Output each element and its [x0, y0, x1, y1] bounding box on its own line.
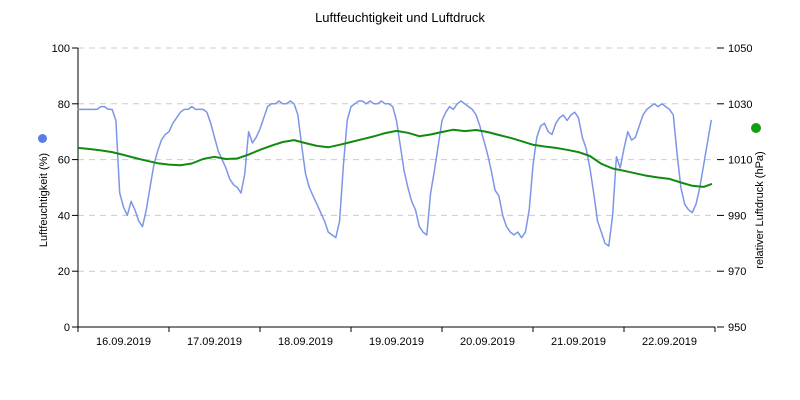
y-left-tick-label: 60	[58, 155, 70, 167]
y-left-tick-label: 20	[58, 266, 70, 278]
x-tick-label: 20.09.2019	[460, 336, 515, 348]
x-tick-label: 17.09.2019	[187, 336, 242, 348]
y-left-axis-title: Luftfeuchtigkeit (%)	[38, 152, 50, 248]
humidity-series-line[interactable]	[77, 100, 712, 247]
y-left-tick-label: 100	[52, 43, 70, 55]
pressure-legend-dot	[751, 123, 761, 133]
x-tick-label: 22.09.2019	[642, 336, 697, 348]
y-right-tick-label: 990	[728, 210, 746, 222]
y-right-tick-label: 1010	[728, 155, 752, 167]
y-left-tick-label: 0	[64, 322, 70, 334]
y-right-tick-label: 1030	[728, 99, 752, 111]
y-right-axis-title: relativer Luftdruck (hPa)	[754, 151, 766, 269]
y-right-tick-label: 1050	[728, 43, 752, 55]
chart-title: Luftfeuchtigkeit und Luftdruck	[315, 10, 485, 25]
y-left-tick-label: 40	[58, 210, 70, 222]
x-tick-label: 18.09.2019	[278, 336, 333, 348]
y-right-tick-label: 950	[728, 322, 746, 334]
x-tick-label: 19.09.2019	[369, 336, 424, 348]
pressure-series-line[interactable]	[77, 128, 713, 188]
x-tick-label: 16.09.2019	[96, 336, 151, 348]
y-right-tick-label: 970	[728, 266, 746, 278]
humidity-legend-dot	[38, 134, 47, 143]
y-left-tick-label: 80	[58, 99, 70, 111]
x-tick-label: 21.09.2019	[551, 336, 606, 348]
